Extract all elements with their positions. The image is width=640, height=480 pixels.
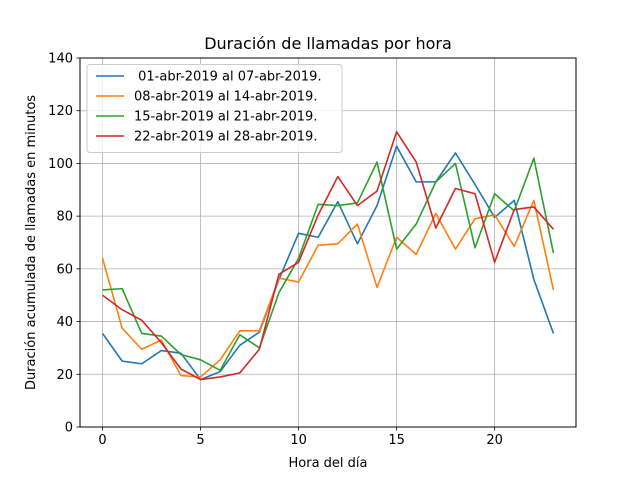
legend-box xyxy=(86,64,343,153)
y-tick-label: 120 xyxy=(48,104,73,119)
x-tick-label: 15 xyxy=(388,433,405,448)
y-tick-label: 60 xyxy=(56,262,73,277)
y-tick-label: 100 xyxy=(48,157,73,172)
y-tick-label: 40 xyxy=(56,315,73,330)
series-line-1 xyxy=(101,145,555,381)
x-tick-label: 0 xyxy=(98,433,106,448)
x-axis-label: Hora del día xyxy=(289,456,368,471)
legend-label-2: 08-abr-2019 al 14-abr-2019. xyxy=(134,90,317,105)
legend: 01-abr-2019 al 07-abr-2019. 08-abr-2019 a… xyxy=(86,64,343,153)
x-tick-label: 10 xyxy=(290,433,307,448)
legend-label-4: 22-abr-2019 al 28-abr-2019. xyxy=(134,130,317,145)
y-tick-label: 140 xyxy=(48,52,73,67)
y-axis-ticks: 0 20 40 60 80 100 120 140 xyxy=(48,52,80,436)
legend-label-3: 15-abr-2019 al 21-abr-2019. xyxy=(134,110,317,125)
series-line-4 xyxy=(102,131,555,381)
y-tick-label: 80 xyxy=(56,210,73,225)
y-tick-label: 0 xyxy=(65,421,73,436)
y-tick-label: 20 xyxy=(56,368,73,383)
series-lines xyxy=(101,131,555,381)
x-axis-ticks: 0 5 10 15 20 xyxy=(98,427,503,448)
plot-frame xyxy=(79,57,577,428)
series-line-2 xyxy=(101,199,555,378)
legend-label-1: 01-abr-2019 al 07-abr-2019. xyxy=(134,70,322,85)
x-tick-label: 20 xyxy=(486,433,503,448)
series-line-3 xyxy=(102,157,555,372)
chart-title: Duración de llamadas por hora xyxy=(204,34,452,53)
y-axis-label: Duración acumulada de llamadas en minuto… xyxy=(24,95,39,390)
x-tick-label: 5 xyxy=(196,433,204,448)
